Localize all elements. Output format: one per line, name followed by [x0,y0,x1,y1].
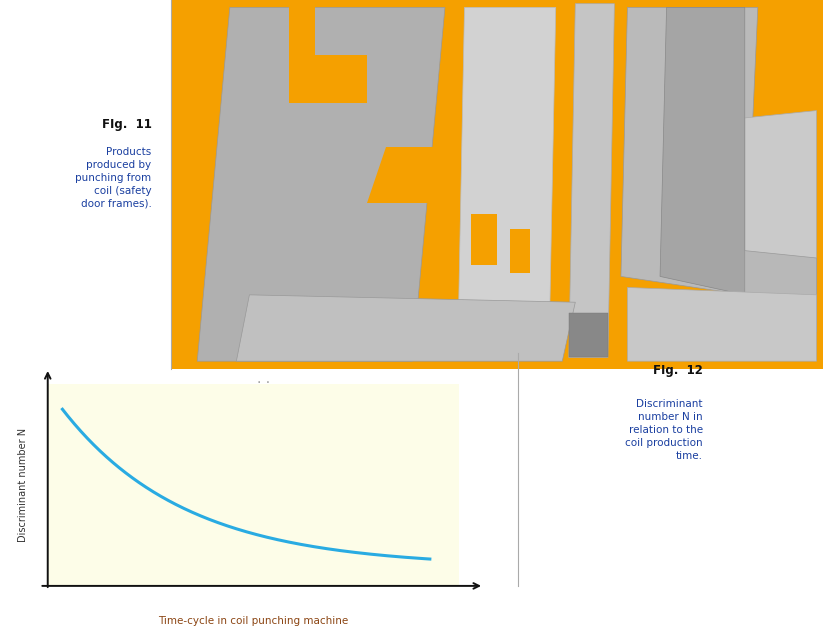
Text: . .: . . [257,372,270,386]
Polygon shape [621,8,758,295]
Polygon shape [236,295,575,361]
Text: Discriminant number N: Discriminant number N [18,428,28,542]
Polygon shape [745,111,816,331]
Polygon shape [660,8,745,295]
Text: FIg.  11: FIg. 11 [101,118,151,131]
Polygon shape [458,8,556,339]
Polygon shape [367,147,445,203]
Text: Discriminant
number N in
relation to the
coil production
time.: Discriminant number N in relation to the… [625,399,703,461]
Polygon shape [569,4,615,357]
Polygon shape [198,8,445,361]
Polygon shape [569,313,608,357]
Text: Products
produced by
punching from
coil (safety
door frames).: Products produced by punching from coil … [76,147,151,209]
Text: FIg.  12: FIg. 12 [653,364,703,377]
Polygon shape [745,251,816,331]
Polygon shape [289,8,367,103]
Polygon shape [510,229,530,273]
Polygon shape [627,287,816,361]
Text: Time-cycle in coil punching machine: Time-cycle in coil punching machine [158,616,349,626]
Polygon shape [471,214,497,265]
